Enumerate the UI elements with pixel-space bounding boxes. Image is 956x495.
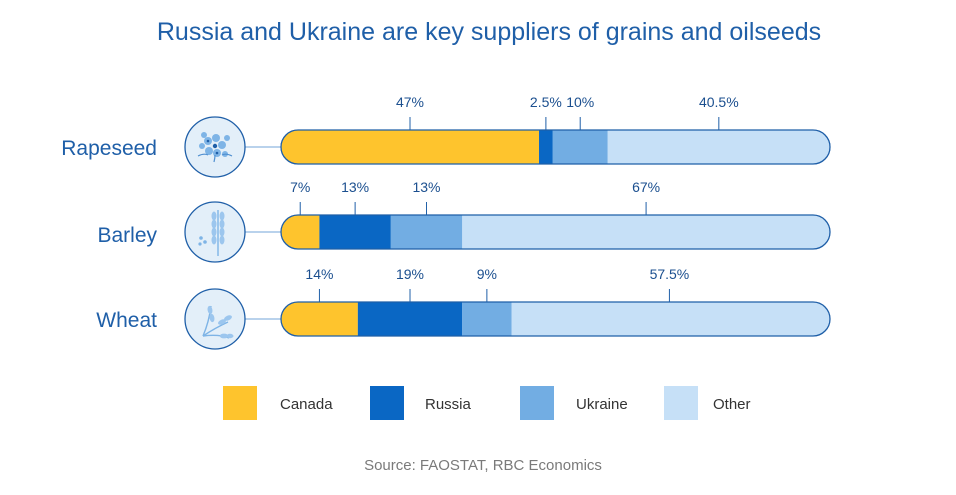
data-label-ukraine: 9% [477, 266, 497, 282]
bar-segment-ukraine [390, 215, 463, 249]
data-label-canada: 14% [305, 266, 333, 282]
chart-row-rapeseed: Rapeseed 47% 2.5% 10% 40.5% [61, 94, 831, 178]
data-label-russia: 2.5% [530, 94, 562, 110]
legend: Canada Russia Ukraine Other [223, 386, 751, 420]
data-label-other: 67% [632, 179, 660, 195]
legend-label: Canada [280, 396, 333, 413]
flower-icon [184, 116, 246, 178]
wheat-icon [184, 288, 246, 350]
legend-label: Russia [425, 396, 472, 413]
chart-title: Russia and Ukraine are key suppliers of … [156, 18, 822, 46]
data-label-other: 57.5% [650, 266, 690, 282]
bar-segment-canada [281, 302, 358, 336]
data-label-canada: 7% [290, 179, 310, 195]
bar-outline [280, 129, 831, 165]
barley-icon [184, 201, 246, 263]
data-label-ukraine: 13% [412, 179, 440, 195]
bar-segment-canada [281, 130, 540, 164]
bar-segment-other [462, 215, 830, 249]
data-label-canada: 47% [396, 94, 424, 110]
category-label: Rapeseed [61, 137, 157, 160]
chart-row-wheat: Wheat 14% 19% 9% 57.5% [96, 266, 831, 350]
data-label-russia: 13% [341, 179, 369, 195]
data-label-other: 40.5% [699, 94, 739, 110]
legend-swatch-russia [370, 386, 404, 420]
chart-row-barley: Barley 7% 13% 13% 67% [97, 179, 831, 263]
source-note: Source: FAOSTAT, RBC Economics [364, 457, 602, 474]
category-label: Barley [97, 224, 157, 247]
bar-segment-other [511, 302, 828, 336]
data-label-ukraine: 10% [566, 94, 594, 110]
bar-outline [280, 214, 831, 250]
legend-swatch-other [664, 386, 698, 420]
legend-swatch-canada [223, 386, 257, 420]
bar-segment-russia [357, 302, 463, 336]
bar-segment-russia [319, 215, 391, 249]
legend-swatch-ukraine [520, 386, 554, 420]
bar-outline [280, 301, 831, 337]
category-label: Wheat [96, 309, 157, 332]
bar-segment-other [607, 130, 830, 164]
bar-segment-canada [281, 215, 320, 249]
bar-segment-ukraine [552, 130, 608, 164]
bar-segment-russia [539, 130, 553, 164]
bar-segment-ukraine [462, 302, 512, 336]
legend-label: Other [713, 396, 751, 413]
legend-label: Ukraine [576, 396, 628, 413]
data-label-russia: 19% [396, 266, 424, 282]
